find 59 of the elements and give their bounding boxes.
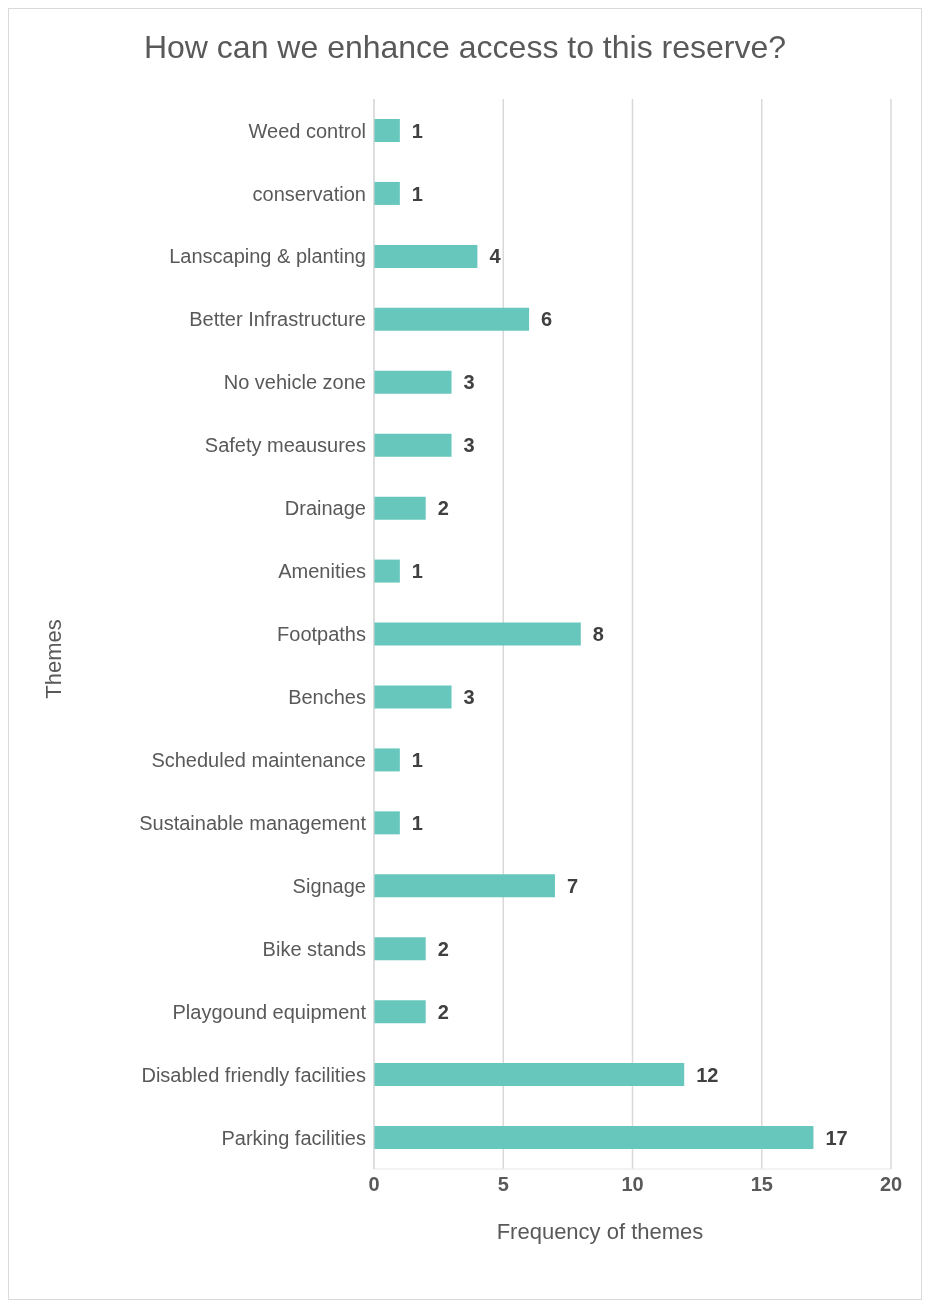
x-tick-label: 5 xyxy=(497,1173,509,1196)
bar xyxy=(374,874,555,898)
y-tick-label: Benches xyxy=(288,686,366,709)
y-tick-label: Drainage xyxy=(284,497,366,520)
bar xyxy=(374,244,478,268)
y-tick-label: Bike stands xyxy=(262,937,366,960)
data-label: 3 xyxy=(463,686,475,709)
data-label: 2 xyxy=(437,497,449,520)
y-tick-label: Footpaths xyxy=(277,623,366,646)
y-tick-label: Disabled friendly facilities xyxy=(141,1063,366,1086)
y-tick-label: Parking facilities xyxy=(221,1126,366,1149)
y-tick-label: Lanscaping & planting xyxy=(169,245,366,268)
data-label: 1 xyxy=(411,119,423,142)
y-tick-label: conservation xyxy=(252,182,366,205)
y-tick-label: No vehicle zone xyxy=(223,371,366,394)
bar xyxy=(374,937,426,961)
data-label: 1 xyxy=(411,560,423,583)
x-tick-label: 20 xyxy=(879,1173,903,1196)
x-tick-label: 15 xyxy=(750,1173,773,1196)
bar xyxy=(374,119,400,142)
bar xyxy=(374,370,452,394)
bar xyxy=(374,1000,426,1024)
y-tick-label: Better Infrastructure xyxy=(189,308,366,331)
bar xyxy=(374,559,400,583)
x-tick-label: 0 xyxy=(368,1173,380,1196)
bar xyxy=(374,181,400,205)
y-tick-label: Playgound equipment xyxy=(172,1000,367,1023)
data-label: 4 xyxy=(489,245,502,268)
bar xyxy=(374,811,400,835)
x-axis-title: Frequency of themes xyxy=(495,1219,705,1245)
data-label: 17 xyxy=(825,1126,848,1149)
data-label: 3 xyxy=(463,371,475,394)
bar xyxy=(374,496,426,520)
y-tick-label: Signage xyxy=(292,874,366,897)
bar xyxy=(374,748,400,772)
data-label: 6 xyxy=(541,308,553,331)
y-tick-label: Weed control xyxy=(248,119,366,142)
bar xyxy=(374,1126,814,1150)
chart-title: How can we enhance access to this reserve? xyxy=(142,29,788,67)
y-tick-label: Amenities xyxy=(278,560,366,583)
bar xyxy=(374,622,581,646)
data-label: 1 xyxy=(411,182,423,205)
data-label: 2 xyxy=(437,1000,449,1023)
data-label: 1 xyxy=(411,811,423,834)
bar xyxy=(374,433,452,457)
data-label: 3 xyxy=(463,434,475,457)
y-tick-label: Sustainable management xyxy=(139,811,367,834)
data-label: 2 xyxy=(437,937,449,960)
y-tick-label: Scheduled maintenance xyxy=(151,748,366,771)
data-label: 7 xyxy=(566,874,579,897)
y-tick-label: Safety meausures xyxy=(204,434,366,457)
bar xyxy=(374,685,452,709)
bar xyxy=(374,307,530,331)
x-tick-label: 10 xyxy=(621,1173,644,1196)
y-axis-title: Themes xyxy=(41,619,67,699)
data-label: 8 xyxy=(592,623,604,646)
data-label: 1 xyxy=(411,749,423,772)
bar xyxy=(374,1063,685,1087)
data-label: 12 xyxy=(696,1063,719,1086)
